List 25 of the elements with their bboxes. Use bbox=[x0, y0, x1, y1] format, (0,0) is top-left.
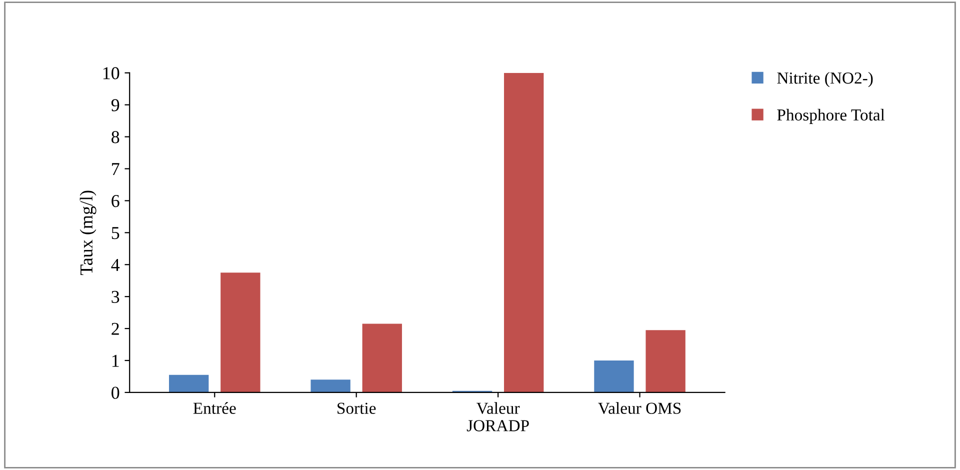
bar bbox=[362, 324, 402, 392]
x-tick-label: Valeur OMS bbox=[598, 402, 681, 414]
bar bbox=[168, 374, 209, 392]
legend-label: Nitrite (NO2-) bbox=[777, 72, 873, 88]
y-tick-label: 6 bbox=[112, 195, 120, 208]
y-tick-label: 4 bbox=[111, 258, 120, 271]
x-tick-label: Sortie bbox=[338, 402, 376, 414]
bar bbox=[594, 360, 634, 392]
y-tick-label: 1 bbox=[112, 354, 119, 367]
legend-label: Phosphore Total bbox=[777, 108, 885, 124]
x-tick-label: Valeur JORADP bbox=[466, 402, 529, 432]
y-tick-label: 8 bbox=[112, 131, 120, 144]
bar bbox=[220, 272, 260, 392]
y-tick-label: 2 bbox=[112, 322, 119, 335]
bar bbox=[310, 380, 350, 392]
x-tick-label: Entrée bbox=[193, 402, 236, 414]
y-tick-label: 9 bbox=[111, 99, 120, 112]
bar bbox=[646, 330, 686, 392]
y-axis-title: Taux (mg/l) bbox=[80, 190, 96, 276]
y-tick-label: 5 bbox=[112, 227, 120, 240]
y-tick-label: 7 bbox=[112, 163, 120, 175]
y-tick-label: 3 bbox=[112, 290, 120, 304]
bar bbox=[504, 72, 544, 392]
y-tick-label: 0 bbox=[112, 386, 120, 399]
y-tick-label: 10 bbox=[103, 67, 120, 80]
